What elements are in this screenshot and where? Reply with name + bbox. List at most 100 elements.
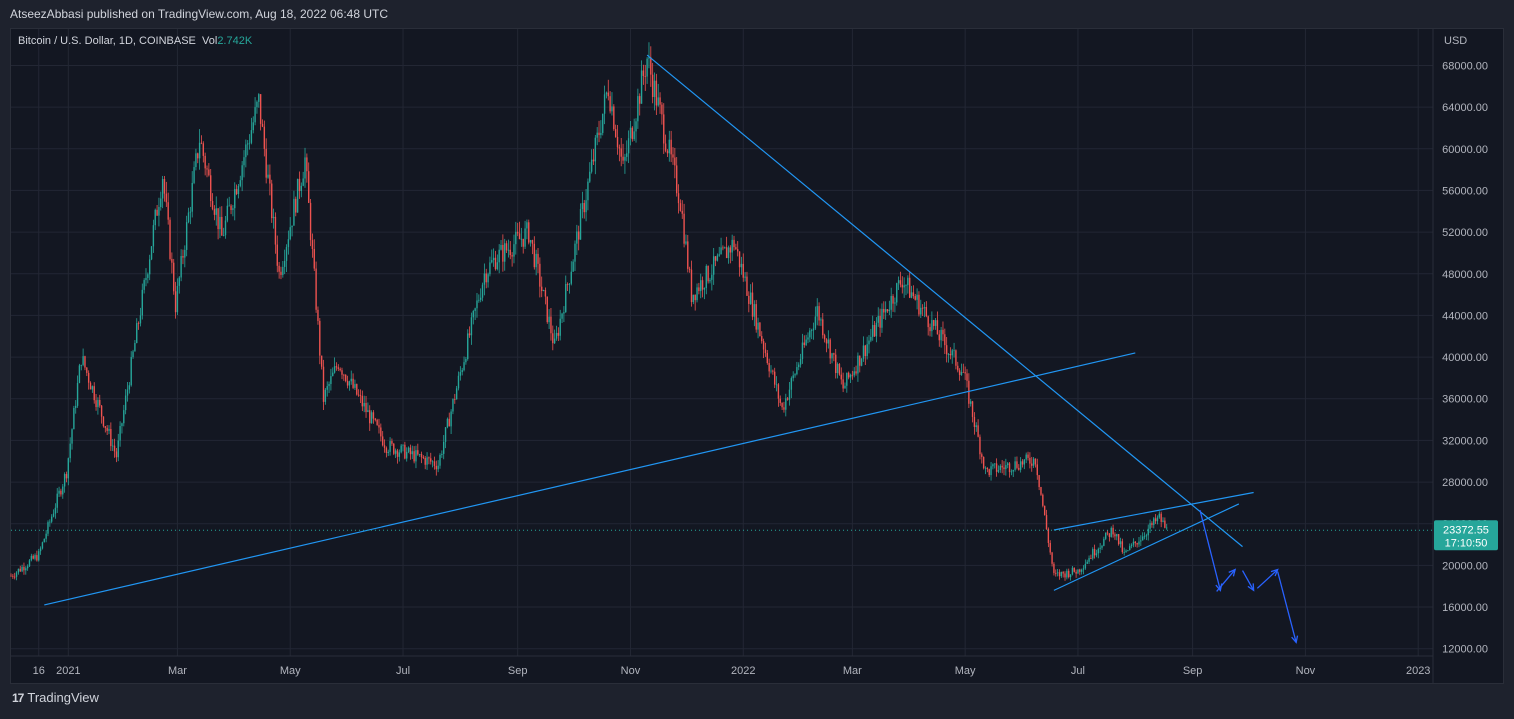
candle-body xyxy=(940,329,942,341)
candle-body xyxy=(921,307,924,309)
time-tick-label: Jul xyxy=(1071,665,1085,677)
candle-body xyxy=(590,159,593,172)
candle-body xyxy=(394,450,397,454)
candle-body xyxy=(781,402,783,408)
candle-body xyxy=(835,354,837,374)
candle-body xyxy=(868,340,870,345)
candle-body xyxy=(744,276,746,278)
price-tick-label: 60000.00 xyxy=(1442,144,1488,156)
candle-body xyxy=(587,181,589,201)
candle-body xyxy=(958,370,961,375)
candle-body xyxy=(677,193,680,204)
candle-body xyxy=(792,375,794,379)
candle-body xyxy=(494,257,497,270)
candle-body xyxy=(143,280,145,290)
candle-body xyxy=(400,445,402,453)
candle-body xyxy=(674,157,676,166)
candle-body xyxy=(132,351,134,358)
candle-body xyxy=(311,240,314,249)
candle-body xyxy=(110,429,112,447)
candle-body xyxy=(685,241,687,244)
candle-body xyxy=(1006,463,1009,466)
candle-body xyxy=(215,208,217,215)
candle-body xyxy=(71,429,73,444)
candle-body xyxy=(446,418,449,428)
candle-body xyxy=(350,378,352,382)
candle-body xyxy=(193,167,195,183)
candle-body xyxy=(661,104,663,115)
candle-body xyxy=(119,426,121,441)
candle-body xyxy=(317,309,319,321)
candle-body xyxy=(1160,513,1162,522)
candle-body xyxy=(816,306,818,317)
candle-body xyxy=(21,566,23,572)
candle-body xyxy=(1060,571,1063,577)
candle-body xyxy=(100,405,103,417)
candle-body xyxy=(450,411,452,427)
candle-body xyxy=(49,521,51,523)
candle-body xyxy=(810,330,813,332)
candle-body xyxy=(1038,475,1040,488)
candle-body xyxy=(489,262,491,275)
candle-body xyxy=(524,228,526,247)
candle-body xyxy=(759,322,761,337)
candle-body xyxy=(269,174,271,184)
candle-body xyxy=(957,365,959,371)
candle-body xyxy=(984,467,987,469)
candle-body xyxy=(822,319,824,336)
candle-body xyxy=(487,274,489,283)
candle-body xyxy=(1143,536,1146,538)
candle-body xyxy=(1127,550,1129,551)
candle-body xyxy=(32,555,34,559)
candle-body xyxy=(579,208,582,240)
candle-body xyxy=(504,243,506,262)
candle-body xyxy=(30,555,33,561)
candle-body xyxy=(849,374,852,378)
candle-body xyxy=(91,386,94,390)
candle-body xyxy=(1077,569,1079,574)
candle-body xyxy=(1029,457,1031,464)
candle-body xyxy=(455,388,458,400)
candle-body xyxy=(533,243,536,268)
candle-body xyxy=(803,342,805,345)
candle-body xyxy=(531,240,534,244)
candle-body xyxy=(479,297,482,300)
candle-body xyxy=(1153,518,1155,525)
candle-body xyxy=(705,265,707,289)
candle-body xyxy=(407,447,410,452)
candle-body xyxy=(437,465,439,470)
candle-body xyxy=(908,277,911,298)
candle-body xyxy=(483,273,486,285)
candle-body xyxy=(746,276,748,296)
price-tick-label: 52000.00 xyxy=(1442,227,1488,239)
candle-body xyxy=(106,427,108,431)
volume-label: Vol xyxy=(202,35,218,47)
candle-body xyxy=(346,380,349,386)
candle-body xyxy=(454,399,456,400)
candle-body xyxy=(801,342,804,360)
candle-body xyxy=(1003,467,1005,470)
candle-body xyxy=(722,247,724,249)
candle-body xyxy=(210,175,212,202)
candle-body xyxy=(707,265,709,282)
candle-body xyxy=(424,458,426,465)
candle-body xyxy=(755,304,757,330)
candle-body xyxy=(361,395,364,407)
candle-body xyxy=(594,137,597,162)
candle-body xyxy=(182,256,184,258)
candle-body xyxy=(485,273,487,283)
trendline xyxy=(1053,491,1254,531)
candle-body xyxy=(82,356,84,365)
candle-body xyxy=(872,325,874,337)
candle-body xyxy=(864,345,867,357)
candle-body xyxy=(589,171,591,182)
candle-body xyxy=(611,106,613,112)
candle-body xyxy=(369,410,371,424)
candle-body xyxy=(552,333,554,344)
candle-body xyxy=(735,247,737,250)
candle-body xyxy=(418,454,421,455)
tradingview-footer: 17 TradingView xyxy=(12,690,99,705)
candle-body xyxy=(467,333,469,360)
candle-body xyxy=(971,401,974,417)
